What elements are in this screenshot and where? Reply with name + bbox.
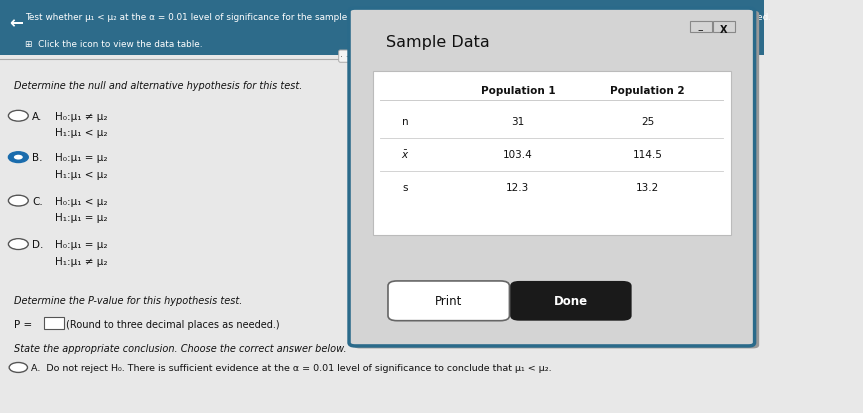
Text: (Round to three decimal places as needed.): (Round to three decimal places as needed… [66, 319, 280, 329]
Circle shape [9, 196, 28, 206]
Text: Determine the P-value for this hypothesis test.: Determine the P-value for this hypothesi… [14, 295, 243, 305]
Text: 31: 31 [511, 117, 525, 127]
Text: Population 2: Population 2 [610, 86, 685, 96]
Text: D.: D. [32, 240, 43, 249]
Circle shape [10, 240, 27, 249]
Circle shape [9, 239, 28, 250]
Text: Determine the null and alternative hypothesis for this test.: Determine the null and alternative hypot… [14, 81, 302, 90]
Text: H₁:μ₁ = μ₂: H₁:μ₁ = μ₂ [55, 213, 108, 223]
Circle shape [9, 363, 28, 373]
Text: n: n [402, 117, 409, 127]
Text: 12.3: 12.3 [507, 183, 529, 193]
FancyBboxPatch shape [713, 22, 734, 33]
FancyBboxPatch shape [690, 22, 712, 33]
Text: Sample Data: Sample Data [386, 35, 489, 50]
Text: P =: P = [14, 319, 35, 329]
Circle shape [10, 112, 27, 121]
Text: ←: ← [9, 14, 23, 32]
Text: Print: Print [435, 294, 463, 308]
Text: 13.2: 13.2 [636, 183, 659, 193]
FancyBboxPatch shape [510, 281, 632, 321]
Text: H₁:μ₁ < μ₂: H₁:μ₁ < μ₂ [55, 128, 108, 138]
FancyBboxPatch shape [43, 317, 64, 329]
Circle shape [10, 197, 27, 206]
Text: H₀:μ₁ < μ₂: H₀:μ₁ < μ₂ [55, 196, 108, 206]
Text: H₁:μ₁ < μ₂: H₁:μ₁ < μ₂ [55, 169, 108, 179]
FancyBboxPatch shape [0, 0, 764, 56]
FancyBboxPatch shape [373, 72, 731, 235]
FancyBboxPatch shape [388, 281, 509, 321]
Text: X: X [720, 25, 727, 35]
Text: $\bar{x}$: $\bar{x}$ [401, 149, 410, 161]
Text: 114.5: 114.5 [633, 150, 663, 160]
FancyBboxPatch shape [354, 12, 759, 349]
Text: s: s [403, 183, 408, 193]
Text: State the appropriate conclusion. Choose the correct answer below.: State the appropriate conclusion. Choose… [14, 344, 346, 354]
Text: B.: B. [32, 153, 42, 163]
Text: H₀:μ₁ = μ₂: H₀:μ₁ = μ₂ [55, 240, 108, 249]
Text: · · ·: · · · [340, 52, 355, 62]
Circle shape [14, 155, 22, 160]
Text: 103.4: 103.4 [503, 150, 532, 160]
Text: A.: A. [32, 112, 42, 121]
Text: H₀:μ₁ ≠ μ₂: H₀:μ₁ ≠ μ₂ [55, 112, 108, 121]
Text: 25: 25 [641, 117, 654, 127]
Circle shape [9, 111, 28, 122]
Text: –: – [697, 25, 703, 35]
Circle shape [9, 152, 28, 163]
Text: C.: C. [32, 196, 43, 206]
Text: ⊞  Click the icon to view the data table.: ⊞ Click the icon to view the data table. [25, 40, 203, 49]
Text: H₁:μ₁ ≠ μ₂: H₁:μ₁ ≠ μ₂ [55, 256, 108, 266]
FancyBboxPatch shape [349, 9, 754, 346]
Text: Population 1: Population 1 [481, 86, 555, 96]
Text: Done: Done [554, 294, 588, 308]
Text: Test whether μ₁ < μ₂ at the α = 0.01 level of significance for the sample data s: Test whether μ₁ < μ₂ at the α = 0.01 lev… [25, 13, 772, 22]
Text: H₀:μ₁ = μ₂: H₀:μ₁ = μ₂ [55, 153, 108, 163]
Text: A.  Do not reject H₀. There is sufficient evidence at the α = 0.01 level of sign: A. Do not reject H₀. There is sufficient… [30, 363, 551, 373]
